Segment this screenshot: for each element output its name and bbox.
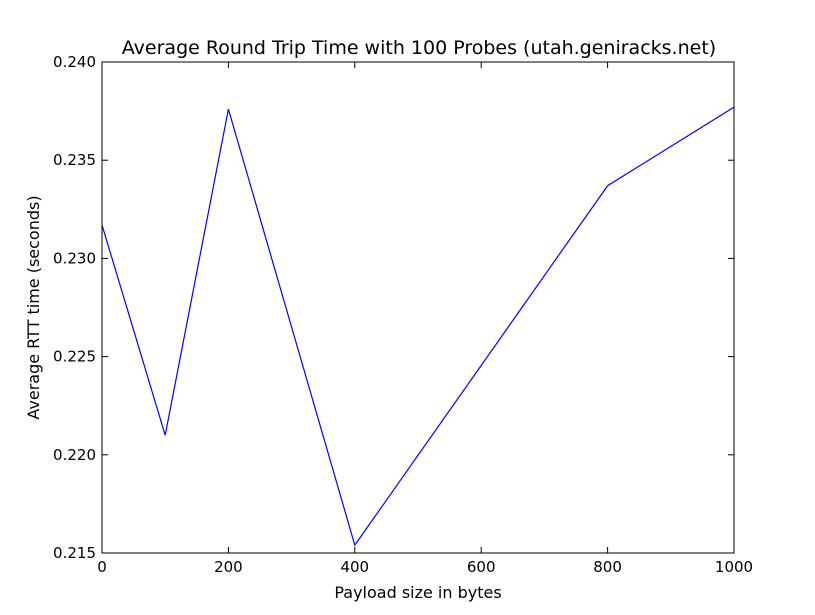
x-axis: 0 200 400 600 800 1000 bbox=[97, 62, 753, 576]
plot-frame bbox=[101, 61, 735, 554]
y-tick-label: 0.230 bbox=[53, 249, 96, 267]
x-tick-label: 200 bbox=[214, 558, 243, 576]
x-tick-label: 1000 bbox=[715, 558, 753, 576]
x-tick-label: 600 bbox=[467, 558, 496, 576]
y-axis: 0.215 0.220 0.225 0.230 0.235 0.240 bbox=[53, 53, 734, 562]
y-tick-label: 0.215 bbox=[53, 544, 96, 562]
y-tick-label: 0.235 bbox=[53, 151, 96, 169]
y-tick-label: 0.225 bbox=[53, 348, 96, 366]
x-tick-label: 400 bbox=[340, 558, 369, 576]
x-tick-label: 800 bbox=[593, 558, 622, 576]
y-tick-label: 0.220 bbox=[53, 446, 96, 464]
y-tick-label: 0.240 bbox=[53, 53, 96, 71]
series-layer bbox=[101, 106, 735, 547]
y-axis-title: Average RTT time (seconds) bbox=[24, 195, 43, 419]
chart-title: Average Round Trip Time with 100 Probes … bbox=[122, 37, 716, 59]
x-axis-title: Payload size in bytes bbox=[334, 583, 501, 602]
series-line-0 bbox=[101, 106, 735, 547]
x-tick-label: 0 bbox=[97, 558, 107, 576]
